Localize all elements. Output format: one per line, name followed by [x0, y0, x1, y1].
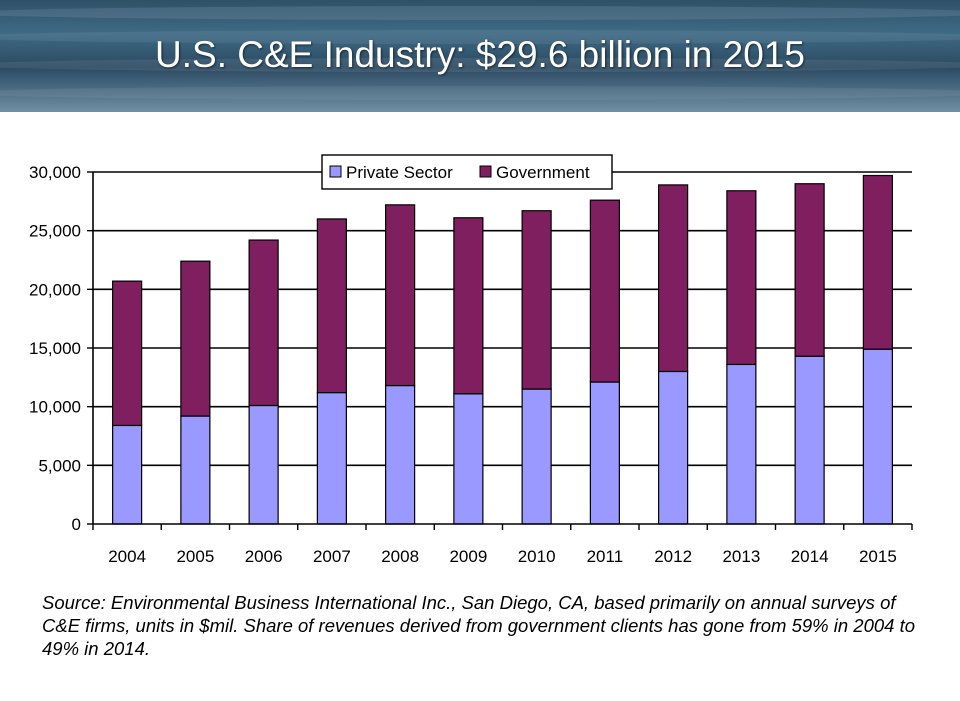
- bar-private-2006: [248, 404, 279, 525]
- x-tick-label: 2007: [313, 547, 351, 566]
- x-tick-label: 2012: [654, 547, 692, 566]
- x-tick-label: 2015: [859, 547, 897, 566]
- legend-box: [321, 154, 613, 190]
- x-tick-label: 2010: [518, 547, 556, 566]
- source-note: Source: Environmental Business Internati…: [42, 592, 916, 659]
- bar-private-2010: [521, 388, 552, 525]
- legend-label-0: Private Sector: [346, 163, 453, 182]
- y-tick-label: 20,000: [29, 280, 81, 299]
- bar-private-2015: [862, 348, 893, 525]
- bar-government-2010: [521, 210, 552, 390]
- bar-private-2009: [453, 393, 484, 525]
- x-tick-label: 2014: [791, 547, 829, 566]
- axes: 0 5,000 10,000 15,000 20,000 25,000 30,000 2004…: [29, 163, 913, 566]
- bar-private-2005: [180, 415, 211, 525]
- bars: [112, 174, 893, 525]
- bar-government-2015: [862, 174, 893, 350]
- legend-swatch-1: [479, 165, 492, 178]
- bar-government-2011: [589, 199, 620, 383]
- bar-private-2011: [589, 381, 620, 525]
- y-tick-label: 15,000: [29, 339, 81, 358]
- gridlines: [93, 171, 912, 467]
- bar-government-2007: [316, 218, 347, 394]
- bar-private-2012: [658, 370, 689, 525]
- x-tick-label: 2011: [587, 547, 624, 566]
- bar-private-2014: [794, 355, 825, 525]
- x-tick-label: 2009: [449, 547, 487, 566]
- bar-private-2007: [316, 391, 347, 525]
- bar-government-2009: [453, 217, 484, 395]
- legend-label-1: Government: [496, 163, 590, 182]
- header-banner: U.S. C&E Industry: $29.6 billion in 2015: [0, 0, 960, 112]
- legend: Private Sector Government: [321, 154, 613, 190]
- x-tick-label: 2005: [176, 547, 214, 566]
- y-tick-label: 25,000: [29, 222, 81, 241]
- stacked-bar-chart: 0 5,000 10,000 15,000 20,000 25,000 30,000 2004…: [29, 154, 913, 566]
- legend-swatch-0: [329, 165, 342, 178]
- x-tick-label: 2013: [722, 547, 760, 566]
- bar-private-2004: [112, 424, 143, 525]
- y-tick-label: 30,000: [29, 163, 81, 182]
- x-tick-label: 2006: [245, 547, 283, 566]
- bar-government-2006: [248, 239, 279, 407]
- bar-government-2008: [385, 204, 416, 387]
- y-tick-label: 5,000: [38, 456, 81, 475]
- x-tick-label: 2004: [108, 547, 146, 566]
- bar-private-2013: [726, 363, 757, 525]
- y-tick-label: 10,000: [29, 398, 81, 417]
- bar-private-2008: [385, 384, 416, 525]
- bar-government-2004: [112, 280, 143, 427]
- x-tick-label: 2008: [381, 547, 419, 566]
- y-tick-label: 0: [72, 515, 81, 534]
- bar-government-2014: [794, 183, 825, 357]
- slide-title: U.S. C&E Industry: $29.6 billion in 2015: [155, 34, 805, 75]
- bar-government-2012: [658, 184, 689, 373]
- bar-government-2013: [726, 190, 757, 366]
- bar-government-2005: [180, 260, 211, 417]
